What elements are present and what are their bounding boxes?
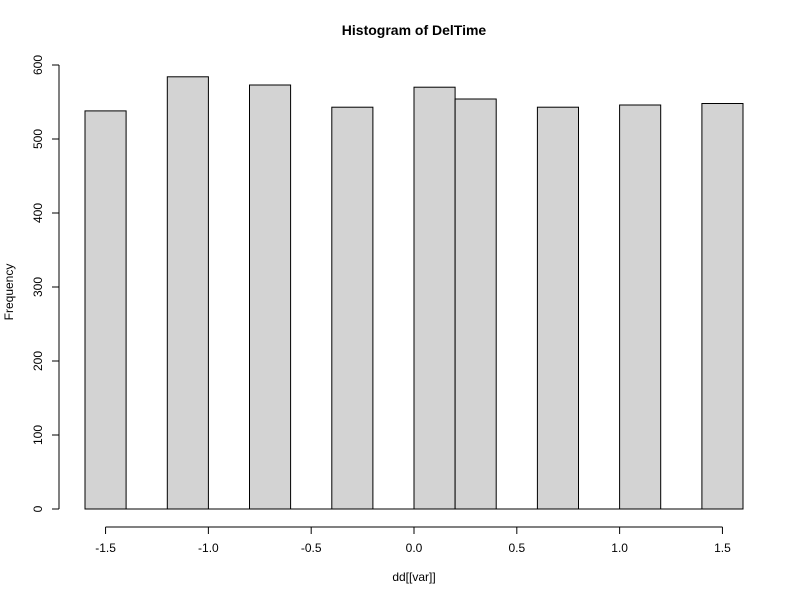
x-tick-label: 0.0 bbox=[406, 541, 423, 555]
chart-title: Histogram of DelTime bbox=[342, 22, 487, 38]
y-tick-label: 300 bbox=[31, 277, 45, 297]
y-axis: 0 100 200 300 400 500 600 bbox=[31, 55, 60, 512]
histogram-bar-8 bbox=[701, 103, 744, 510]
histogram-bar-0 bbox=[84, 110, 127, 510]
y-axis-label: Frequency bbox=[2, 264, 16, 321]
y-tick-label: 200 bbox=[31, 351, 45, 371]
histogram-bar-6 bbox=[536, 106, 580, 510]
bars-group bbox=[84, 76, 744, 510]
x-tick-label: 1.5 bbox=[714, 541, 731, 555]
x-axis-label: dd[[var]] bbox=[392, 570, 435, 584]
histogram-bar-1 bbox=[166, 76, 209, 510]
x-tick-label: -1.5 bbox=[95, 541, 116, 555]
histogram-bar-3 bbox=[331, 106, 374, 510]
x-tick-label: 1.0 bbox=[611, 541, 628, 555]
x-tick-label: 0.5 bbox=[508, 541, 525, 555]
y-tick-label: 500 bbox=[31, 129, 45, 149]
histogram-bar-4 bbox=[413, 86, 456, 510]
x-tick-label: -0.5 bbox=[301, 541, 322, 555]
y-tick-label: 100 bbox=[31, 425, 45, 445]
y-tick-label: 600 bbox=[31, 55, 45, 75]
histogram-bar-7 bbox=[619, 104, 662, 510]
y-tick-label: 0 bbox=[31, 505, 45, 512]
histogram-bar-2 bbox=[249, 84, 292, 510]
x-axis: -1.5 -1.0 -0.5 0.0 0.5 1.0 1.5 bbox=[95, 526, 731, 555]
y-tick-label: 400 bbox=[31, 203, 45, 223]
x-tick-label: -1.0 bbox=[198, 541, 219, 555]
histogram-bar-5 bbox=[454, 98, 497, 510]
